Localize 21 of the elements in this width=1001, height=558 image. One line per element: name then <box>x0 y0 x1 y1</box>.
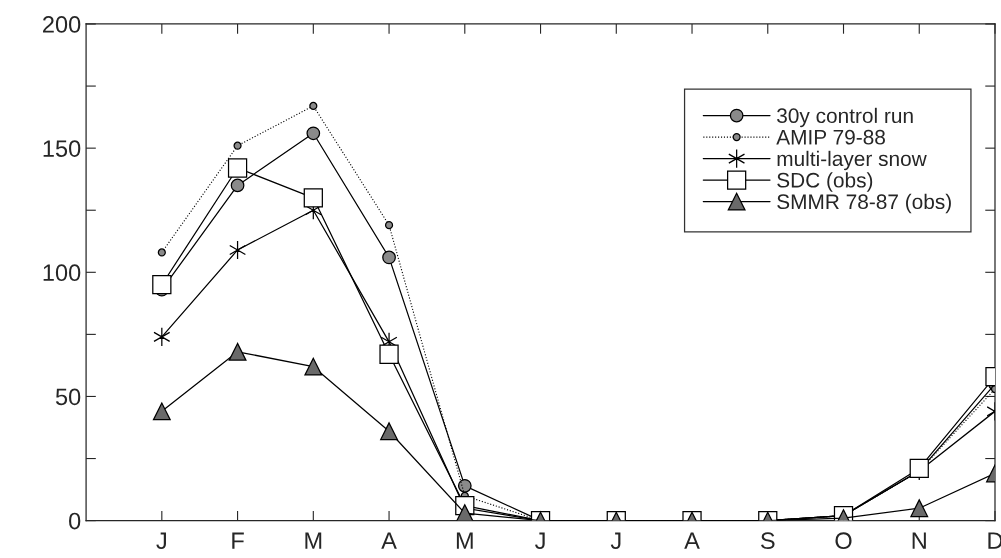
legend-label: SDC (obs) <box>777 172 873 192</box>
legend-label: multi-layer snow <box>777 150 927 171</box>
x-tick-label: O <box>835 532 852 550</box>
x-tick-label: J <box>535 532 545 550</box>
x-tick-label: M <box>456 532 473 549</box>
y-tick-label: 150 <box>43 140 81 157</box>
x-tick-label: N <box>912 532 926 549</box>
x-tick-label: J <box>610 532 621 550</box>
x-tick-label: J <box>156 532 166 550</box>
x-tick-label: A <box>684 532 700 549</box>
x-tick-label: S <box>760 532 775 550</box>
legend-label: AMIP 79-88 <box>776 129 885 145</box>
x-tick-label: F <box>232 532 244 549</box>
y-tick-label: 200 <box>43 16 81 33</box>
y-tick-label: 0 <box>69 512 81 530</box>
x-tick-label: M <box>305 532 322 549</box>
legend-label: SMMR 78-87 (obs) <box>777 193 951 214</box>
y-tick-label: 50 <box>55 388 81 406</box>
x-tick-label: A <box>381 532 397 549</box>
legend-label: 30y control run <box>777 107 913 128</box>
y-tick-label: 100 <box>43 264 81 282</box>
